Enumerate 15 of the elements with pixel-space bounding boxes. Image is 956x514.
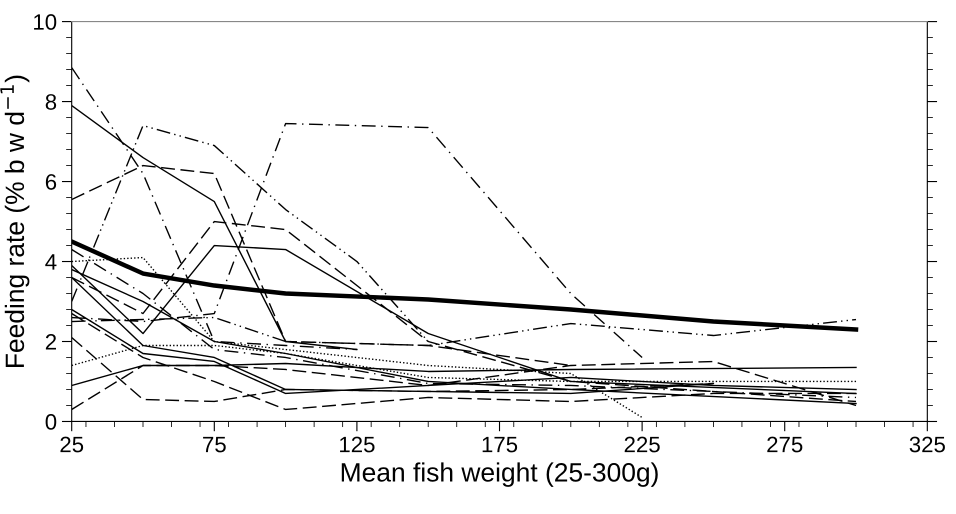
x-tick-label: 225 (624, 436, 660, 452)
y-tick-label: 2 (46, 334, 56, 350)
x-tick-label: 25 (60, 436, 84, 452)
y-tick-label: 4 (45, 254, 56, 270)
x-tick-label: 125 (340, 436, 375, 452)
x-tick-label: 75 (203, 436, 226, 452)
x-tick-label: 175 (482, 436, 518, 452)
x-tick-label: 275 (767, 436, 802, 452)
y-axis-title: Feeding rate (% b w d$^{−1}$) (0, 76, 30, 368)
y-tick-label: 10 (34, 14, 56, 30)
x-tick-label: 325 (910, 436, 945, 452)
x-axis-title: Mean fish weight (25-300g) (342, 462, 658, 487)
y-tick-label: 8 (46, 94, 56, 110)
y-tick-label: 6 (46, 174, 56, 190)
y-tick-label: 0 (46, 414, 56, 430)
